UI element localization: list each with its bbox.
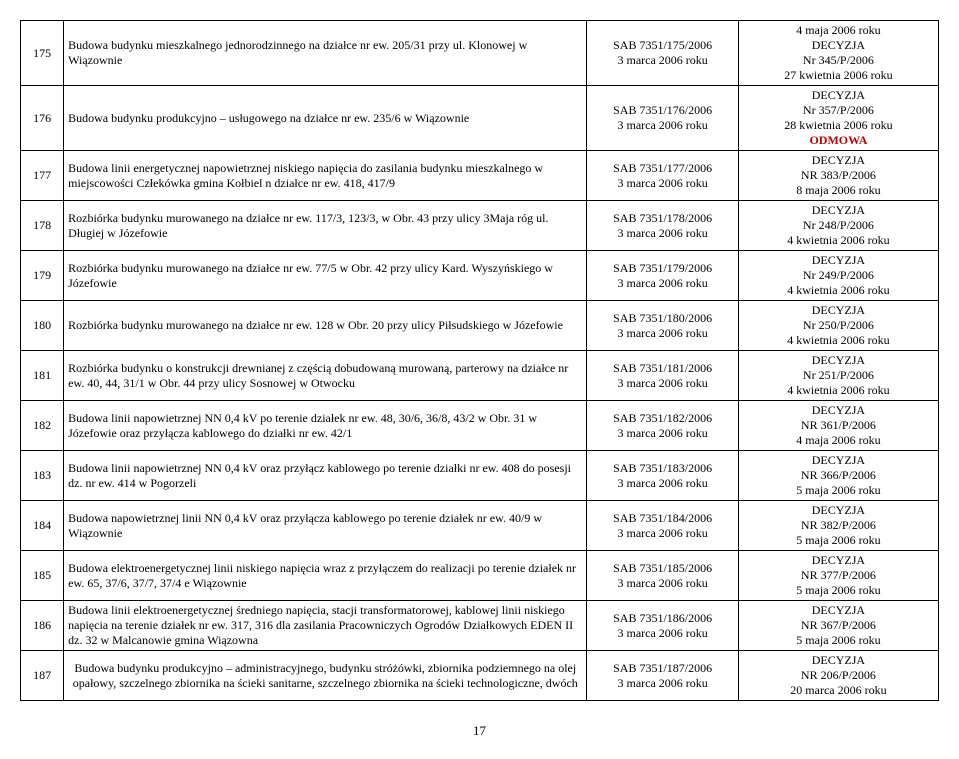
row-decision: DECYZJANr 250/P/20064 kwietnia 2006 roku	[738, 301, 938, 351]
row-decision: DECYZJANR 366/P/20065 maja 2006 roku	[738, 451, 938, 501]
row-decision: DECYZJANR 382/P/20065 maja 2006 roku	[738, 501, 938, 551]
row-description: Budowa elektroenergetycznej linii niskie…	[64, 551, 587, 601]
row-number: 185	[21, 551, 64, 601]
row-number: 186	[21, 601, 64, 651]
row-decision: DECYZJANR 367/P/20065 maja 2006 roku	[738, 601, 938, 651]
row-reference: SAB 7351/183/20063 marca 2006 roku	[587, 451, 738, 501]
table-row: 183Budowa linii napowietrznej NN 0,4 kV …	[21, 451, 939, 501]
row-decision: DECYZJANR 377/P/20065 maja 2006 roku	[738, 551, 938, 601]
table-row: 184Budowa napowietrznej linii NN 0,4 kV …	[21, 501, 939, 551]
row-description: Budowa linii energetycznej napowietrznej…	[64, 151, 587, 201]
table-row: 176Budowa budynku produkcyjno – usługowe…	[21, 86, 939, 151]
row-decision: DECYZJANR 383/P/20068 maja 2006 roku	[738, 151, 938, 201]
row-decision: DECYZJANR 361/P/20064 maja 2006 roku	[738, 401, 938, 451]
odmowa-label: ODMOWA	[809, 133, 867, 147]
row-description: Budowa budynku produkcyjno – administrac…	[64, 651, 587, 701]
table-row: 187Budowa budynku produkcyjno – administ…	[21, 651, 939, 701]
table-row: 177Budowa linii energetycznej napowietrz…	[21, 151, 939, 201]
row-number: 176	[21, 86, 64, 151]
row-description: Rozbiórka budynku murowanego na działce …	[64, 201, 587, 251]
row-decision: DECYZJANr 251/P/20064 kwietnia 2006 roku	[738, 351, 938, 401]
row-description: Rozbiórka budynku o konstrukcji drewnian…	[64, 351, 587, 401]
row-reference: SAB 7351/179/20063 marca 2006 roku	[587, 251, 738, 301]
row-reference: SAB 7351/181/20063 marca 2006 roku	[587, 351, 738, 401]
row-reference: SAB 7351/180/20063 marca 2006 roku	[587, 301, 738, 351]
row-number: 181	[21, 351, 64, 401]
table-row: 179Rozbiórka budynku murowanego na dział…	[21, 251, 939, 301]
row-decision: DECYZJANr 248/P/20064 kwietnia 2006 roku	[738, 201, 938, 251]
row-reference: SAB 7351/187/20063 marca 2006 roku	[587, 651, 738, 701]
row-reference: SAB 7351/175/20063 marca 2006 roku	[587, 21, 738, 86]
table-row: 178Rozbiórka budynku murowanego na dział…	[21, 201, 939, 251]
row-description: Budowa budynku produkcyjno – usługowego …	[64, 86, 587, 151]
table-row: 181Rozbiórka budynku o konstrukcji drewn…	[21, 351, 939, 401]
row-decision: DECYZJANr 249/P/20064 kwietnia 2006 roku	[738, 251, 938, 301]
row-number: 183	[21, 451, 64, 501]
row-number: 182	[21, 401, 64, 451]
records-table: 175Budowa budynku mieszkalnego jednorodz…	[20, 20, 939, 701]
table-row: 175Budowa budynku mieszkalnego jednorodz…	[21, 21, 939, 86]
row-decision: 4 maja 2006 rokuDECYZJANr 345/P/200627 k…	[738, 21, 938, 86]
row-number: 187	[21, 651, 64, 701]
row-reference: SAB 7351/178/20063 marca 2006 roku	[587, 201, 738, 251]
table-row: 182Budowa linii napowietrznej NN 0,4 kV …	[21, 401, 939, 451]
row-description: Budowa budynku mieszkalnego jednorodzinn…	[64, 21, 587, 86]
row-reference: SAB 7351/184/20063 marca 2006 roku	[587, 501, 738, 551]
row-description: Budowa linii napowietrznej NN 0,4 kV po …	[64, 401, 587, 451]
row-description: Budowa napowietrznej linii NN 0,4 kV ora…	[64, 501, 587, 551]
row-reference: SAB 7351/176/20063 marca 2006 roku	[587, 86, 738, 151]
row-decision: DECYZJANr 357/P/200628 kwietnia 2006 rok…	[738, 86, 938, 151]
row-number: 177	[21, 151, 64, 201]
row-number: 180	[21, 301, 64, 351]
row-decision: DECYZJANR 206/P/200620 marca 2006 roku	[738, 651, 938, 701]
row-reference: SAB 7351/185/20063 marca 2006 roku	[587, 551, 738, 601]
table-row: 180Rozbiórka budynku murowanego na dział…	[21, 301, 939, 351]
row-reference: SAB 7351/182/20063 marca 2006 roku	[587, 401, 738, 451]
page-number: 17	[20, 723, 939, 739]
row-description: Budowa linii elektroenergetycznej średni…	[64, 601, 587, 651]
row-description: Rozbiórka budynku murowanego na działce …	[64, 301, 587, 351]
row-description: Budowa linii napowietrznej NN 0,4 kV ora…	[64, 451, 587, 501]
table-row: 186Budowa linii elektroenergetycznej śre…	[21, 601, 939, 651]
table-row: 185Budowa elektroenergetycznej linii nis…	[21, 551, 939, 601]
row-reference: SAB 7351/177/20063 marca 2006 roku	[587, 151, 738, 201]
row-description: Rozbiórka budynku murowanego na działce …	[64, 251, 587, 301]
row-number: 179	[21, 251, 64, 301]
row-number: 184	[21, 501, 64, 551]
row-number: 175	[21, 21, 64, 86]
row-reference: SAB 7351/186/20063 marca 2006 roku	[587, 601, 738, 651]
row-number: 178	[21, 201, 64, 251]
